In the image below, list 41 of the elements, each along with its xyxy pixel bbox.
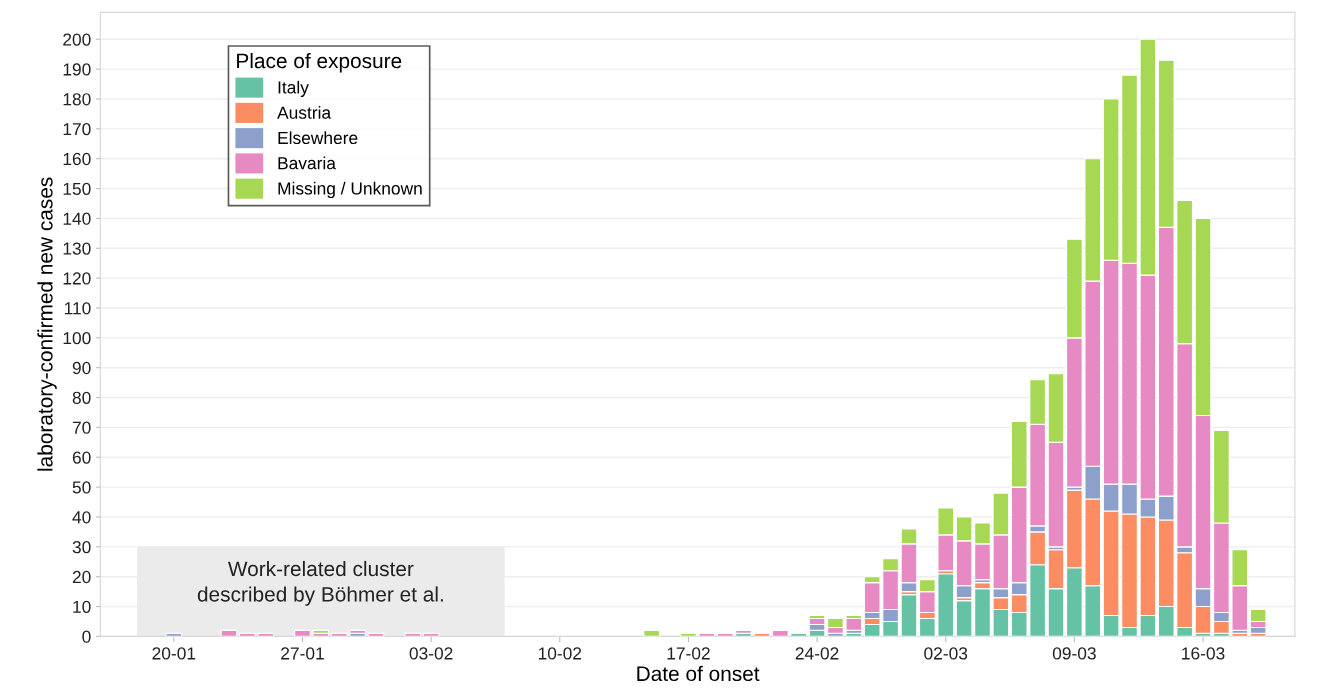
y-tick-label: 60	[72, 451, 91, 464]
y-tick-label: 120	[63, 272, 91, 285]
x-tick-label: 16-03	[1182, 647, 1225, 660]
x-axis-title: Date of onset	[637, 665, 760, 682]
y-tick-label: 150	[63, 182, 91, 195]
y-tick-label: 90	[72, 361, 91, 375]
x-tick-label: 03-02	[409, 647, 453, 660]
y-tick-label: 130	[63, 242, 91, 255]
y-tick-label: 30	[72, 541, 91, 554]
legend-label: Austria	[277, 106, 332, 119]
x-tick-label: 24-02	[795, 647, 839, 660]
y-axis-title: laboratory-confirmed new cases	[37, 177, 57, 471]
y-tick-label: 140	[63, 212, 91, 225]
y-tick-label: 50	[72, 481, 91, 494]
y-tick-label: 190	[63, 63, 91, 76]
band-label: Work-related cluster described by Böhmer et al.	[197, 560, 443, 606]
x-tick-label: 20-01	[152, 647, 196, 660]
legend-label: Italy	[278, 80, 309, 97]
y-tick-label: 10	[73, 600, 91, 613]
y-tick-label: 110	[64, 302, 91, 315]
legend-label: Bavaria	[278, 156, 336, 170]
y-tick-label: 200	[63, 33, 91, 46]
bar	[900, 594, 918, 637]
y-tick-label: 40	[72, 511, 91, 524]
bar	[643, 629, 661, 637]
y-tick-label: 80	[72, 391, 91, 404]
y-tick-label: 70	[72, 421, 91, 434]
y-tick-label: 170	[63, 122, 91, 136]
legend-label: Elsewhere	[278, 131, 358, 145]
x-tick-label: 17-02	[667, 647, 710, 660]
x-tick-label: 27-01	[281, 647, 324, 660]
x-tick-label: 10-02	[538, 647, 582, 660]
x-tick-label: 09-03	[1052, 647, 1096, 660]
y-tick-label: 160	[63, 152, 91, 166]
legend-label: Missing / Unknown	[278, 181, 422, 199]
x-tick-label: 02-03	[924, 647, 968, 660]
y-tick-label: 100	[63, 332, 91, 345]
legend-title: Place of exposure	[237, 52, 402, 73]
y-tick-label: 0	[82, 630, 91, 643]
y-tick-label: 180	[63, 93, 91, 106]
y-tick-label: 20	[72, 570, 91, 584]
